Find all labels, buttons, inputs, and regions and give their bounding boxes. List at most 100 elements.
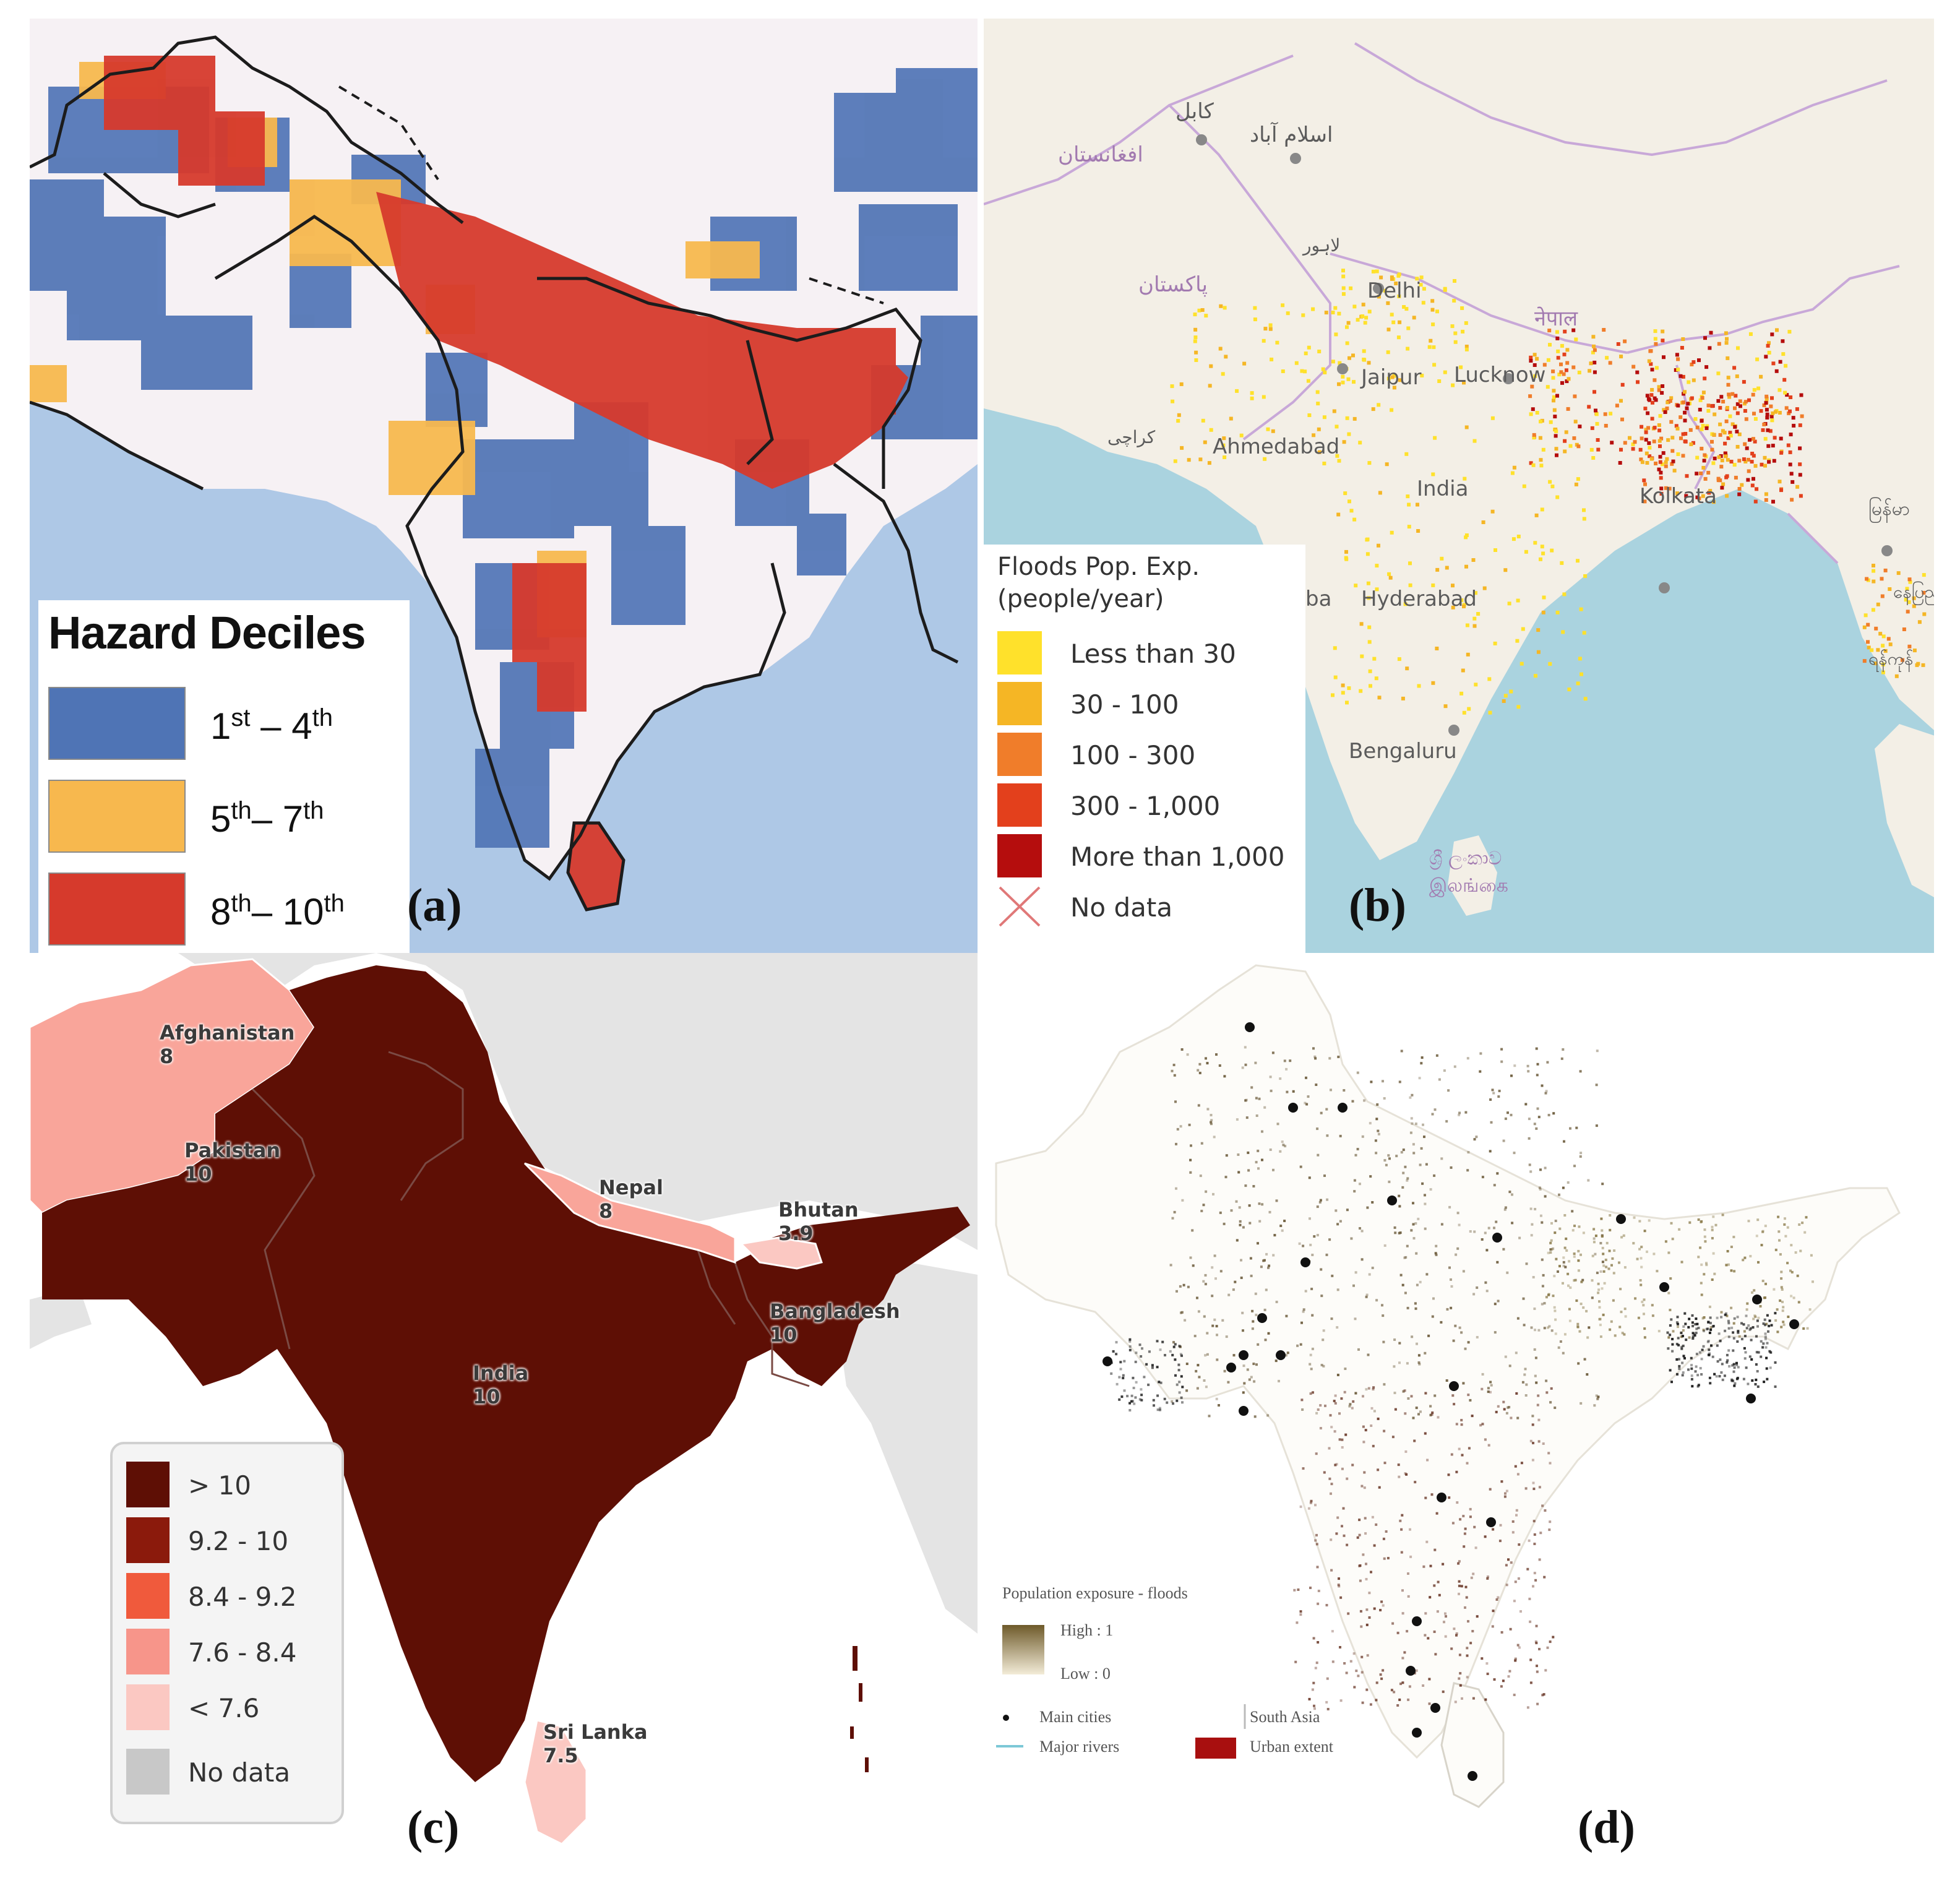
- population-dot: [1534, 1356, 1537, 1360]
- population-dot: [1362, 1425, 1365, 1428]
- exposure-dot: [1219, 304, 1223, 308]
- population-dot: [1420, 1062, 1423, 1065]
- population-dot: [1261, 1203, 1264, 1206]
- exposure-dot: [1331, 360, 1335, 364]
- country-risk-map-graphic: [30, 953, 978, 1845]
- population-dot: [1206, 1353, 1209, 1356]
- country-label-pakistan: Pakistan 10: [184, 1139, 280, 1186]
- population-dot: [1537, 1394, 1540, 1397]
- population-dot: [1298, 1242, 1301, 1245]
- population-dot: [1614, 1334, 1617, 1337]
- population-dot: [1187, 1285, 1190, 1288]
- exposure-dot: [1767, 341, 1771, 345]
- population-dot: [1598, 1306, 1601, 1309]
- population-dot: [1235, 1200, 1238, 1203]
- population-dot: [1541, 1504, 1544, 1507]
- population-dot: [1484, 1438, 1487, 1441]
- population-dot: [1458, 1592, 1460, 1595]
- exposure-dot: [1620, 417, 1624, 421]
- exposure-dot: [1657, 388, 1661, 392]
- population-dot: [1309, 1363, 1312, 1366]
- population-dot: [1426, 1459, 1429, 1462]
- map-label-islamabad: اسلام آباد: [1250, 123, 1333, 147]
- population-dot: [1532, 1520, 1536, 1523]
- exposure-dot: [1874, 626, 1878, 631]
- population-dot: [1409, 1131, 1412, 1134]
- population-dot: [1544, 1166, 1547, 1170]
- legend-item: Less than 30: [997, 631, 1307, 674]
- population-dot: [1698, 1351, 1701, 1354]
- population-dot: [1423, 1135, 1425, 1139]
- exposure-dot: [1377, 403, 1381, 407]
- population-dot: [1755, 1363, 1758, 1366]
- exposure-dot: [1646, 426, 1651, 430]
- exposure-dot: [1590, 426, 1594, 430]
- population-dot: [1754, 1315, 1757, 1318]
- exposure-dot: [1669, 420, 1674, 424]
- population-dot: [1781, 1301, 1784, 1303]
- map-label-afghanistan: افغانستان: [1058, 142, 1143, 167]
- exposure-dot: [1702, 459, 1706, 463]
- exposure-dot: [1631, 364, 1636, 369]
- population-dot: [1623, 1266, 1627, 1269]
- exposure-dot: [1644, 437, 1648, 442]
- population-dot: [1504, 1117, 1507, 1120]
- population-dot: [1529, 1170, 1532, 1173]
- population-dot: [1709, 1328, 1713, 1331]
- population-dot: [1743, 1335, 1747, 1338]
- exposure-dot: [1737, 459, 1742, 463]
- exposure-dot: [1615, 403, 1619, 408]
- population-dot: [1544, 1509, 1547, 1512]
- population-dot: [1502, 1400, 1505, 1403]
- exposure-dot: [1640, 424, 1644, 429]
- population-dot: [1316, 1127, 1319, 1131]
- population-dot: [1707, 1340, 1710, 1343]
- population-dot: [1504, 1355, 1507, 1358]
- population-dot: [1563, 1140, 1565, 1143]
- population-dot: [1671, 1338, 1674, 1340]
- population-dot: [1336, 1223, 1339, 1226]
- population-dot: [1767, 1330, 1769, 1333]
- population-dot: [1267, 1266, 1270, 1269]
- population-dot: [1612, 1299, 1615, 1302]
- population-dot: [1766, 1377, 1769, 1381]
- population-dot: [1250, 1086, 1253, 1089]
- exposure-dot: [1729, 460, 1734, 463]
- population-dot: [1667, 1251, 1670, 1254]
- exposure-dot: [1440, 556, 1444, 561]
- population-dot: [1196, 1296, 1198, 1299]
- population-dot: [1669, 1309, 1672, 1311]
- exposure-dot: [1707, 491, 1711, 495]
- population-dot: [1385, 1530, 1388, 1533]
- population-dot: [1574, 1278, 1577, 1282]
- exposure-dot: [1681, 374, 1685, 379]
- population-dot: [1425, 1540, 1429, 1543]
- exposure-dot: [1752, 412, 1756, 416]
- population-dot: [1531, 1423, 1534, 1426]
- exposure-dot: [1756, 386, 1761, 390]
- population-dot: [1500, 1060, 1503, 1063]
- exposure-dot: [1335, 454, 1339, 458]
- population-dot: [1490, 1121, 1493, 1124]
- population-dot: [1619, 1288, 1622, 1291]
- exposure-dot: [1582, 508, 1586, 512]
- population-dot: [1533, 1572, 1536, 1575]
- panel-letter-a: (a): [407, 879, 462, 931]
- population-dot: [1405, 1473, 1408, 1476]
- population-dot: [1489, 1390, 1492, 1394]
- population-dot: [1237, 1153, 1240, 1156]
- population-dot: [1531, 1415, 1534, 1418]
- population-dot: [1455, 1634, 1458, 1637]
- exposure-dot: [1324, 311, 1328, 315]
- population-dot: [1140, 1388, 1143, 1391]
- population-dot: [1339, 1220, 1342, 1223]
- population-exposure-map-graphic: [995, 964, 1901, 1808]
- population-dot: [1736, 1340, 1739, 1343]
- exposure-dot: [1363, 321, 1367, 325]
- population-dot: [1443, 1069, 1446, 1072]
- exposure-dot: [1407, 502, 1411, 507]
- population-dot: [1539, 1532, 1542, 1535]
- population-dot: [1596, 1397, 1599, 1400]
- population-dot: [1713, 1372, 1716, 1376]
- population-dot: [1643, 1336, 1646, 1339]
